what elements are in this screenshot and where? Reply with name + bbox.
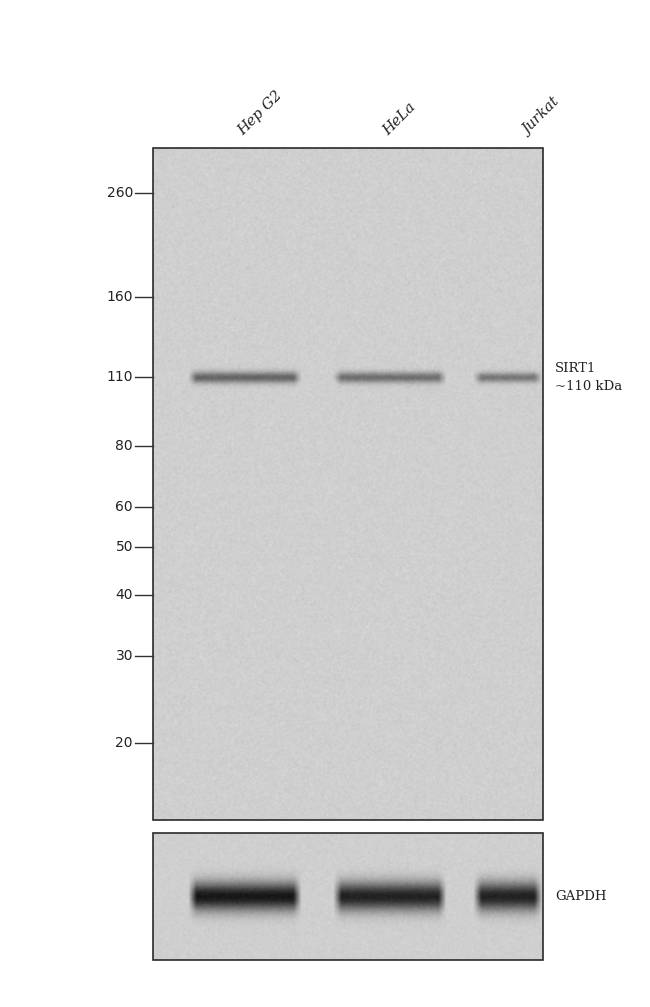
Bar bbox=[153, 148, 543, 820]
Text: 20: 20 bbox=[116, 736, 133, 750]
Text: 260: 260 bbox=[107, 185, 133, 199]
Text: Hep G2: Hep G2 bbox=[235, 89, 285, 138]
Text: 60: 60 bbox=[116, 500, 133, 515]
Text: Jurkat: Jurkat bbox=[520, 96, 562, 138]
Text: GAPDH: GAPDH bbox=[555, 890, 606, 903]
Text: 160: 160 bbox=[107, 290, 133, 304]
Text: 30: 30 bbox=[116, 650, 133, 664]
Text: 110: 110 bbox=[107, 371, 133, 385]
Text: 40: 40 bbox=[116, 587, 133, 601]
Text: 50: 50 bbox=[116, 540, 133, 554]
Text: HeLa: HeLa bbox=[380, 100, 418, 138]
Bar bbox=[153, 833, 543, 960]
Text: 80: 80 bbox=[116, 439, 133, 453]
Text: SIRT1
~110 kDa: SIRT1 ~110 kDa bbox=[555, 362, 622, 393]
